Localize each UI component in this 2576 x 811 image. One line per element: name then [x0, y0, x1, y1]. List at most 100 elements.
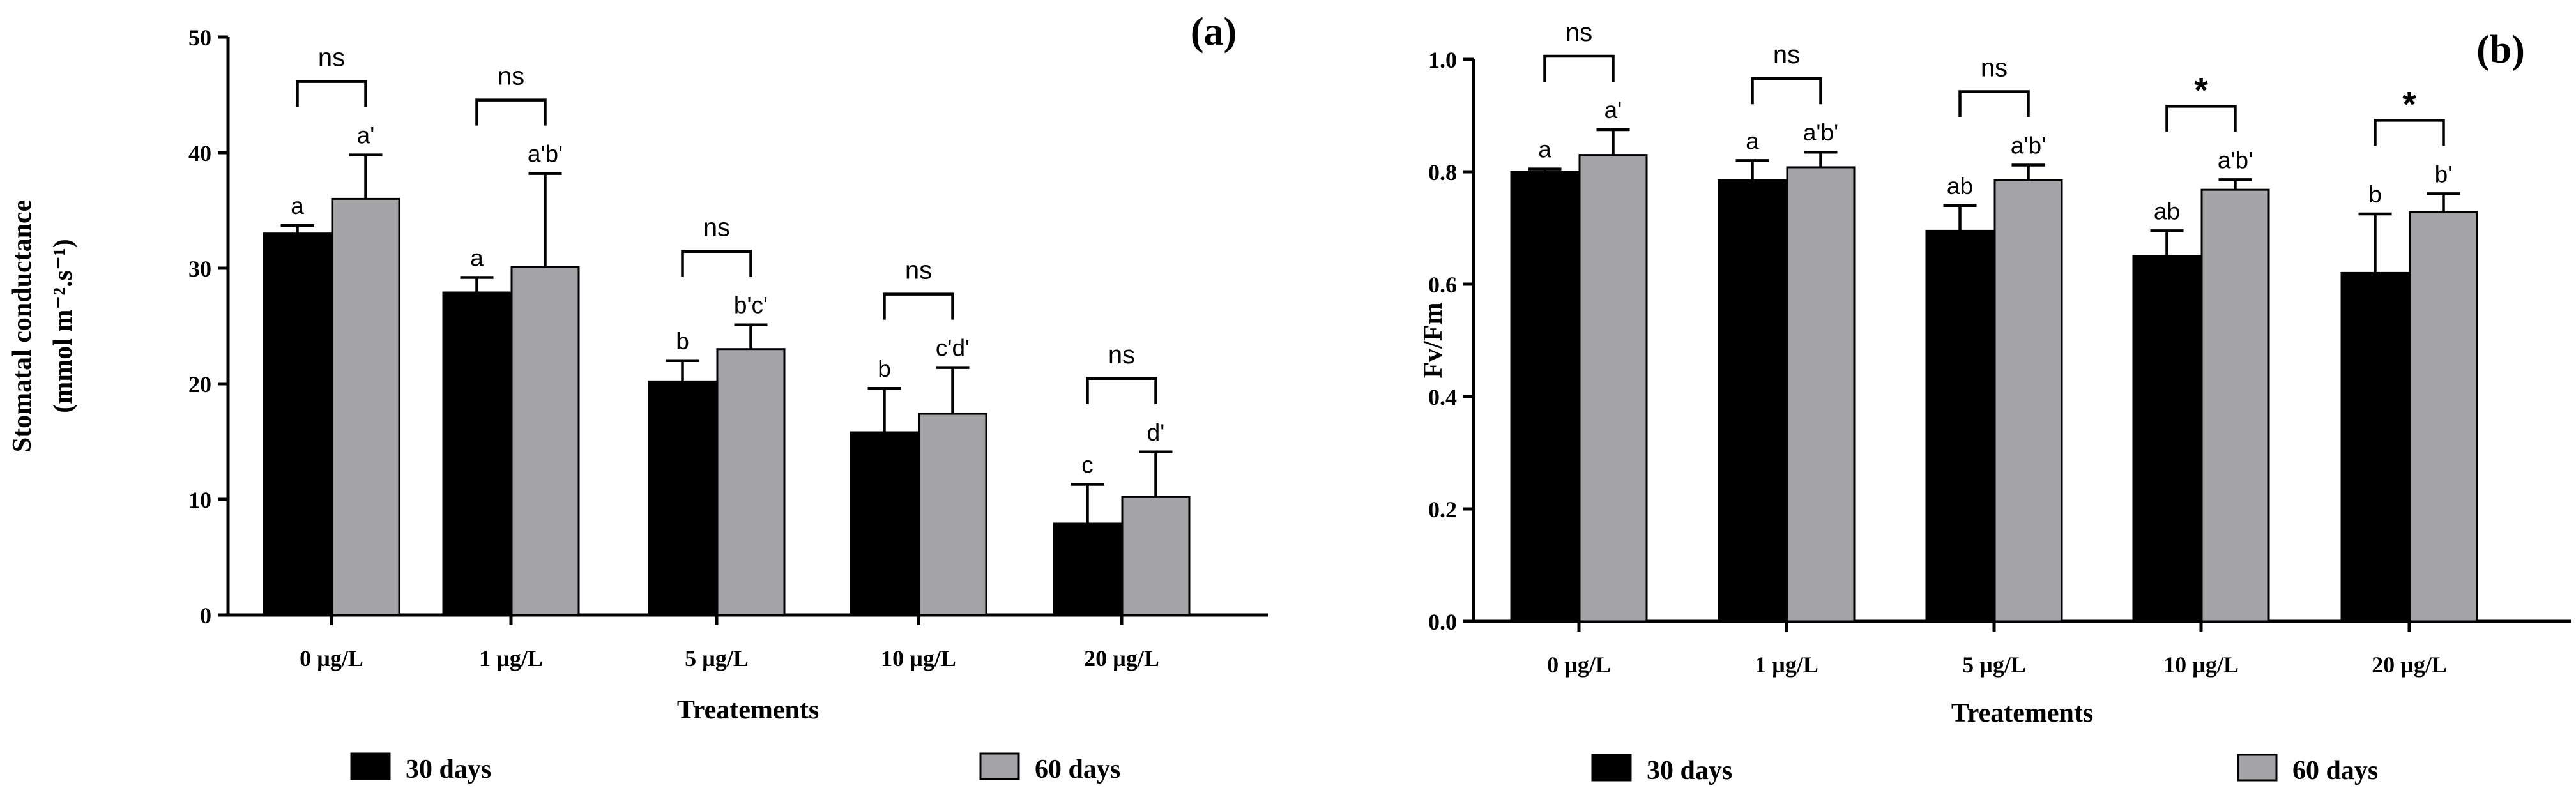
x-tick-label: 1 µg/L	[1755, 652, 1818, 678]
bar-30-days	[850, 431, 919, 616]
significance-letter: ab	[2154, 198, 2180, 224]
significance-letter: b	[878, 356, 891, 382]
y-tick-label: 0.8	[1428, 160, 1457, 185]
legend-label: 30 days	[406, 755, 491, 784]
significance-mark: *	[2194, 70, 2208, 110]
significance-letter: b	[676, 328, 689, 354]
panel-b: 0.0 0.2 0.4 0.6 0.8 1.0 Fv/Fm Treatements (b) 0 µ…	[1419, 19, 2571, 785]
bar-60-days	[1578, 154, 1648, 623]
panel-label: (b)	[2476, 28, 2525, 72]
significance-letter: a'b'	[528, 141, 563, 167]
y-tick-label: 0	[200, 603, 211, 628]
bar-60-days	[2200, 188, 2270, 623]
y-tick-label: 0.0	[1428, 609, 1457, 635]
significance-bracket	[1543, 54, 1615, 82]
bar-30-days	[1925, 229, 1995, 623]
x-tick-label: 20 µg/L	[1084, 646, 1159, 671]
bar-60-days	[1121, 496, 1191, 616]
bar-30-days	[2132, 255, 2202, 623]
legend-label: 30 days	[1647, 756, 1732, 785]
legend-label: 60 days	[2292, 756, 2378, 785]
significance-letter: a	[291, 193, 304, 219]
bar-30-days	[648, 380, 717, 616]
significance-letter: a'b'	[2218, 147, 2253, 173]
significance-mark: ns	[1981, 54, 2008, 82]
x-tick-label: 1 µg/L	[479, 646, 543, 671]
significance-bracket	[883, 292, 954, 320]
y-axis-title: Stomatal conductance	[8, 200, 37, 452]
significance-mark: *	[2402, 84, 2416, 124]
significance-mark: ns	[1773, 41, 1800, 69]
x-tick-label: 5 µg/L	[1962, 652, 2026, 678]
significance-mark: ns	[1108, 341, 1135, 369]
x-tick-label: 0 µg/L	[300, 646, 363, 671]
y-tick-label: 10	[188, 487, 211, 513]
x-tick-label: 20 µg/L	[2372, 652, 2447, 678]
bar-60-days	[1786, 166, 1856, 623]
bar-60-days	[1993, 179, 2063, 623]
y-tick-label: 40	[188, 140, 211, 166]
bar-30-days	[1053, 522, 1122, 616]
legend-label: 60 days	[1035, 755, 1120, 784]
bar-60-days	[716, 348, 786, 616]
significance-letter: a	[1746, 128, 1759, 154]
y-axis-title: Fv/Fm	[1419, 303, 1448, 379]
bar-30-days	[442, 291, 512, 616]
x-axis-title: Treatements	[1951, 699, 2093, 728]
y-axis-title: (mmol m⁻².s⁻¹)	[49, 239, 78, 413]
x-tick-label: 10 µg/L	[2163, 652, 2239, 678]
significance-letter: a	[470, 245, 484, 271]
significance-bracket	[296, 80, 367, 107]
y-tick-label: 0.4	[1428, 384, 1457, 410]
bar-60-days	[2409, 211, 2478, 623]
significance-letter: b'c'	[734, 292, 768, 319]
significance-letter: a	[1538, 137, 1551, 163]
legend-swatch	[1591, 754, 1632, 782]
significance-letter: ab	[1947, 173, 1973, 199]
bar-30-days	[263, 232, 332, 616]
legend-swatch	[979, 752, 1020, 780]
x-axis-title: Treatements	[677, 695, 819, 725]
significance-mark: ns	[498, 63, 524, 91]
legend-swatch	[350, 752, 391, 780]
significance-letter: b	[2368, 181, 2382, 208]
bar-30-days	[1510, 171, 1580, 623]
significance-bracket	[2165, 105, 2237, 132]
y-tick-label: 20	[188, 372, 211, 397]
y-tick-label: 1.0	[1428, 47, 1457, 73]
significance-bracket	[681, 250, 752, 277]
significance-letter: c	[1081, 451, 1094, 478]
significance-mark: ns	[905, 257, 932, 285]
significance-letter: c'd'	[936, 335, 970, 361]
y-tick-label: 0.6	[1428, 272, 1457, 298]
significance-mark: ns	[703, 214, 730, 242]
significance-bracket	[1086, 377, 1157, 404]
significance-bracket	[2374, 119, 2445, 146]
panel-label: (a)	[1191, 10, 1237, 54]
y-tick-label: 50	[188, 25, 211, 50]
bar-30-days	[2340, 271, 2410, 623]
significance-bracket	[475, 98, 547, 126]
y-tick-label: 0.2	[1428, 497, 1457, 522]
significance-bracket	[1751, 77, 1822, 105]
significance-letter: b'	[2435, 161, 2453, 187]
x-tick-label: 10 µg/L	[881, 646, 956, 671]
y-tick-label: 30	[188, 256, 211, 282]
significance-letter: d'	[1147, 420, 1165, 446]
bar-60-days	[331, 197, 400, 616]
significance-letter: a'b'	[2011, 132, 2046, 158]
significance-bracket	[1958, 90, 2030, 117]
significance-letter: a'	[357, 123, 375, 149]
x-tick-label: 0 µg/L	[1547, 652, 1611, 678]
significance-mark: ns	[1566, 19, 1592, 47]
bar-60-days	[918, 413, 987, 616]
significance-letter: a'	[1604, 97, 1622, 123]
significance-mark: ns	[318, 44, 345, 72]
bar-30-days	[1718, 179, 1787, 623]
x-tick-label: 5 µg/L	[685, 646, 749, 671]
bar-60-days	[510, 266, 580, 616]
significance-letter: a'b'	[1803, 119, 1838, 146]
legend-swatch	[2237, 754, 2278, 782]
panel-a: 0 10 20 30 40 50 Stomatal conductance (mmol m⁻²…	[8, 10, 1268, 784]
